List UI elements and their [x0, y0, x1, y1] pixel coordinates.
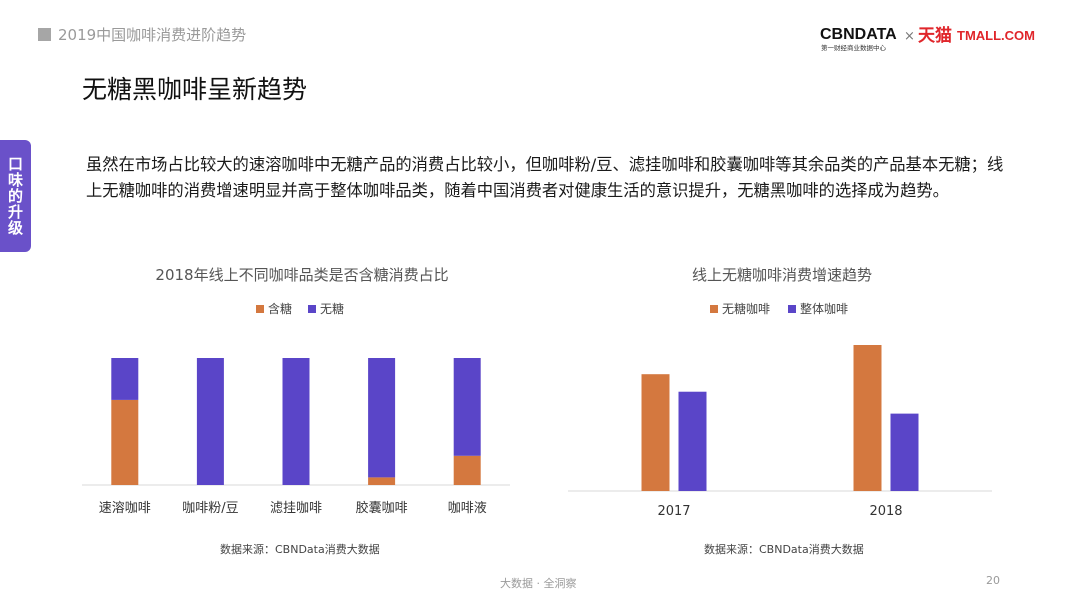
legend-swatch-1 — [308, 305, 316, 313]
tmall-logo-en: TMALL.COM — [957, 28, 1035, 43]
bar-无糖-2 — [282, 358, 310, 485]
legend-label-1: 整体咖啡 — [800, 301, 848, 316]
footer-slogan: 大数据 · 全洞察 — [500, 577, 577, 590]
page-number: 20 — [986, 574, 1000, 587]
x-tick-label: 咖啡液 — [448, 501, 487, 516]
bar-整体咖啡-2017 — [678, 391, 707, 491]
x-tick-label: 滤挂咖啡 — [270, 501, 322, 516]
legend-label-0: 无糖咖啡 — [722, 301, 770, 316]
cbndata-logo: CBNDATA — [820, 26, 897, 43]
x-tick-label: 胶囊咖啡 — [356, 500, 408, 516]
bar-整体咖啡-2018 — [890, 413, 919, 491]
source-note-right: 数据来源：CBNData消费大数据 — [704, 543, 864, 556]
legend-label-1: 无糖 — [320, 301, 344, 316]
body-paragraph: 虽然在市场占比较大的速溶咖啡中无糖产品的消费占比较小，但咖啡粉/豆、滤挂咖啡和胶… — [86, 155, 1004, 200]
bar-含糖-3 — [368, 477, 396, 485]
x-tick-label: 咖啡粉/豆 — [182, 501, 238, 516]
bar-无糖-1 — [196, 358, 224, 485]
legend-label-0: 含糖 — [268, 301, 292, 316]
bar-含糖-4 — [453, 455, 481, 485]
source-note-left: 数据来源：CBNData消费大数据 — [220, 543, 380, 556]
legend-swatch-0 — [256, 305, 264, 313]
x-tick-label: 2018 — [869, 504, 902, 519]
slide-title: 无糖黑咖啡呈新趋势 — [82, 75, 308, 104]
chart-title: 2018年线上不同咖啡品类是否含糖消费占比 — [155, 266, 448, 284]
chart-title: 线上无糖咖啡消费增速趋势 — [692, 266, 872, 284]
bar-无糖-3 — [368, 358, 396, 478]
bar-含糖-0 — [111, 399, 139, 485]
chart-growth-trend: 线上无糖咖啡消费增速趋势无糖咖啡 整体咖啡 2017 2018 — [560, 258, 1000, 532]
partner-logos: CBNDATA 第一财经商业数据中心 × 天猫 TMALL.COM — [820, 22, 1050, 52]
tmall-logo-cn: 天猫 — [918, 25, 952, 46]
x-tick-label: 2017 — [657, 504, 690, 519]
x-tick-label: 速溶咖啡 — [99, 501, 151, 516]
section-tab: 口味的升级 — [0, 140, 31, 252]
bar-无糖-0 — [111, 358, 139, 400]
legend-swatch-1 — [788, 305, 796, 313]
bar-无糖-4 — [453, 358, 481, 456]
report-title: 2019中国咖啡消费进阶趋势 — [58, 26, 247, 44]
legend-swatch-0 — [710, 305, 718, 313]
bar-无糖咖啡-2017 — [641, 374, 670, 491]
cbndata-logo-subtitle: 第一财经商业数据中心 — [821, 43, 887, 52]
chart-sugar-share: 2018年线上不同咖啡品类是否含糖消费占比含糖 无糖速溶咖啡 咖啡粉/豆 滤挂咖啡 胶囊… — [70, 258, 540, 532]
report-title-marker — [38, 28, 51, 41]
bar-无糖咖啡-2018 — [853, 345, 882, 491]
logo-separator: × — [904, 29, 915, 44]
